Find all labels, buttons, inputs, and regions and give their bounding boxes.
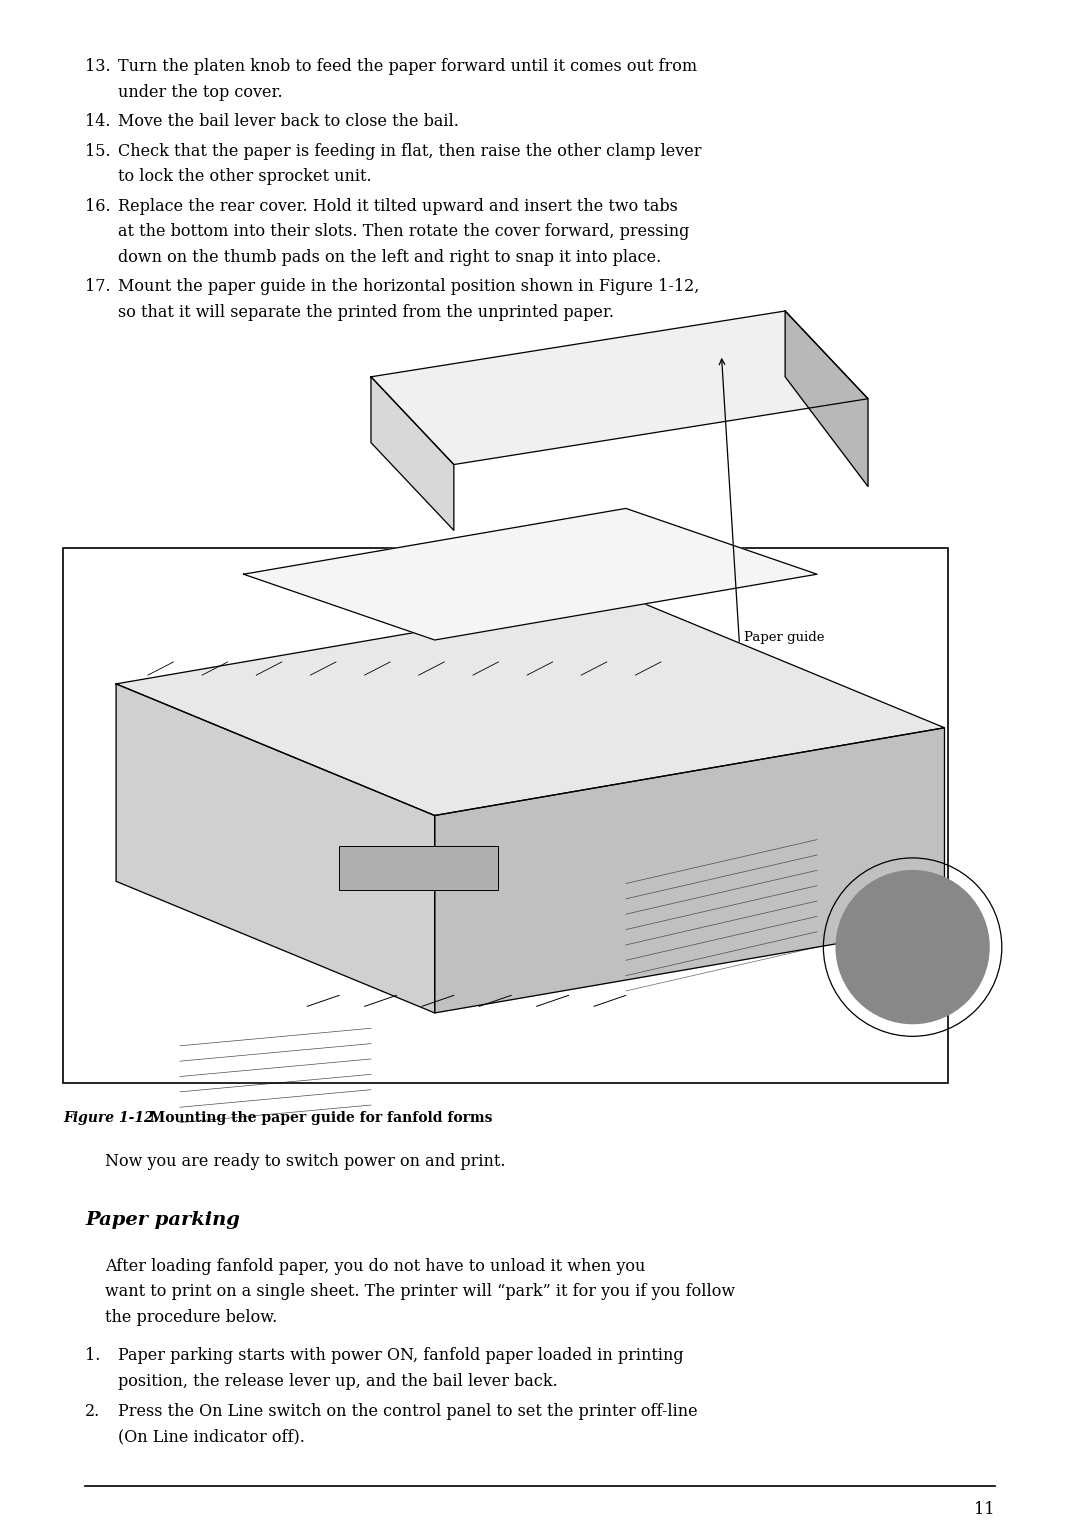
Text: 16.: 16.	[85, 197, 110, 214]
Text: to lock the other sprocket unit.: to lock the other sprocket unit.	[118, 168, 372, 185]
Text: Paper parking starts with power ON, fanfold paper loaded in printing: Paper parking starts with power ON, fanf…	[118, 1348, 684, 1365]
Polygon shape	[434, 727, 944, 1013]
Text: Paper parking: Paper parking	[85, 1212, 240, 1229]
Text: 1.: 1.	[85, 1348, 100, 1365]
Text: position, the release lever up, and the bail lever back.: position, the release lever up, and the …	[118, 1374, 557, 1390]
Text: Paper guide: Paper guide	[744, 631, 825, 645]
Polygon shape	[372, 377, 454, 530]
Text: Turn the platen knob to feed the paper forward until it comes out from: Turn the platen knob to feed the paper f…	[118, 58, 697, 75]
Text: want to print on a single sheet. The printer will “park” it for you if you follo: want to print on a single sheet. The pri…	[105, 1284, 735, 1300]
Text: Replace the rear cover. Hold it tilted upward and insert the two tabs: Replace the rear cover. Hold it tilted u…	[118, 197, 678, 214]
Polygon shape	[372, 312, 868, 465]
Text: 17.: 17.	[85, 278, 110, 295]
Bar	[63, 549, 948, 1083]
Text: Mounting the paper guide for fanfold forms: Mounting the paper guide for fanfold for…	[145, 1111, 492, 1125]
Text: (On Line indicator off).: (On Line indicator off).	[118, 1429, 305, 1445]
Polygon shape	[117, 596, 944, 816]
Polygon shape	[117, 685, 434, 1013]
Text: 13.: 13.	[85, 58, 110, 75]
Text: Press the On Line switch on the control panel to set the printer off-line: Press the On Line switch on the control …	[118, 1403, 698, 1420]
Bar	[339, 847, 498, 891]
Text: under the top cover.: under the top cover.	[118, 84, 283, 101]
Polygon shape	[244, 509, 816, 640]
Text: Figure 1-12.: Figure 1-12.	[63, 1111, 159, 1125]
Text: Mount the paper guide in the horizontal position shown in Figure 1-12,: Mount the paper guide in the horizontal …	[118, 278, 700, 295]
Text: the procedure below.: the procedure below.	[105, 1309, 278, 1326]
Text: 11: 11	[974, 1500, 995, 1517]
Text: Move the bail lever back to close the bail.: Move the bail lever back to close the ba…	[118, 113, 459, 130]
Text: at the bottom into their slots. Then rotate the cover forward, pressing: at the bottom into their slots. Then rot…	[118, 223, 689, 240]
Text: Check that the paper is feeding in flat, then raise the other clamp lever: Check that the paper is feeding in flat,…	[118, 142, 702, 159]
Text: so that it will separate the printed from the unprinted paper.: so that it will separate the printed fro…	[118, 304, 615, 321]
Text: 2.: 2.	[85, 1403, 100, 1420]
Text: down on the thumb pads on the left and right to snap it into place.: down on the thumb pads on the left and r…	[118, 249, 661, 266]
Text: Now you are ready to switch power on and print.: Now you are ready to switch power on and…	[105, 1154, 505, 1170]
Text: 14.: 14.	[85, 113, 110, 130]
Polygon shape	[785, 312, 868, 486]
Text: 15.: 15.	[85, 142, 110, 159]
Text: After loading fanfold paper, you do not have to unload it when you: After loading fanfold paper, you do not …	[105, 1258, 646, 1274]
Circle shape	[836, 871, 989, 1024]
